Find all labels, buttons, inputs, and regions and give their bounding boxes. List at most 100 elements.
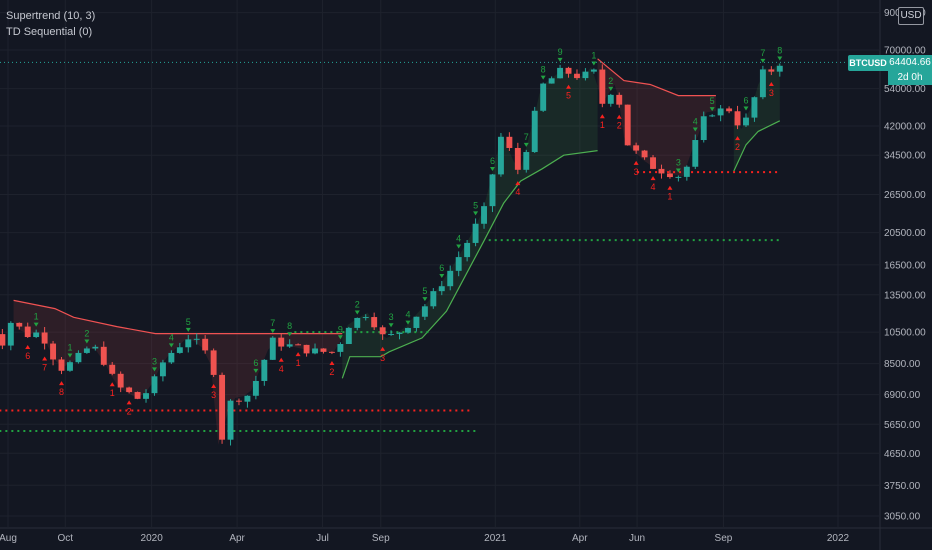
price-tick-label: 3050.00: [884, 512, 921, 523]
candle-bull: [776, 65, 783, 72]
candle-bear: [109, 364, 116, 374]
candle-bull: [67, 362, 73, 371]
time-tick-label: Aug: [0, 533, 17, 544]
td-arrow-down-icon: [608, 86, 614, 91]
td-arrow-down-icon: [709, 107, 715, 112]
td-count-up: 3: [389, 312, 394, 322]
td-arrow-up-icon: [278, 357, 284, 362]
candle-bull: [540, 83, 547, 111]
price-tick-label: 54000.00: [884, 84, 926, 95]
candle-bull: [261, 359, 268, 381]
candle-bear: [379, 327, 386, 335]
candle-bear: [134, 392, 141, 399]
legend-supertrend[interactable]: Supertrend (10, 3): [6, 10, 96, 22]
td-arrow-down-icon: [523, 142, 529, 147]
td-count-up: 5: [710, 96, 715, 106]
candle-bear: [278, 337, 285, 347]
td-arrow-up-icon: [109, 382, 115, 387]
timeframe-label: 2d 0h: [888, 71, 932, 85]
legend-td-sequential[interactable]: TD Sequential (0): [6, 26, 93, 38]
candle-bear: [624, 104, 631, 146]
td-count-down: 1: [600, 120, 605, 130]
price-tick-label: 20500.00: [884, 228, 926, 239]
candle-bull: [675, 176, 682, 178]
candle-bull: [92, 346, 99, 349]
td-arrow-up-icon: [599, 114, 605, 119]
candle-bull: [159, 362, 166, 377]
candle-bull: [447, 270, 454, 287]
td-arrow-down-icon: [185, 327, 191, 332]
candle-bear: [126, 387, 133, 393]
candle-bear: [24, 326, 31, 338]
td-count-up: 1: [67, 343, 72, 353]
candle-bull: [151, 376, 158, 394]
candle-bull: [683, 166, 690, 177]
price-tick-label: 6900.00: [884, 390, 921, 401]
td-count-up: 6: [490, 156, 495, 166]
td-count-up: 8: [541, 65, 546, 75]
td-arrow-down-icon: [743, 106, 749, 111]
currency-badge[interactable]: USD: [898, 7, 924, 25]
candle-bull: [312, 348, 318, 354]
candle-bear: [650, 157, 656, 169]
supertrend-up-line: [341, 150, 598, 379]
candle-bull: [345, 327, 352, 345]
candle-bull: [413, 316, 420, 328]
candle-bull: [709, 115, 716, 117]
td-arrow-down-icon: [67, 353, 73, 358]
candle-bull: [531, 110, 538, 153]
td-arrow-down-icon: [473, 211, 479, 216]
td-count-down: 6: [25, 351, 30, 361]
td-count-down: 8: [59, 387, 64, 397]
td-count-down: 3: [211, 390, 216, 400]
time-axis: Aug Oct 2020 Apr Jul Sep 2021 Apr Jun Sep 2022: [0, 533, 850, 544]
td-arrow-down-icon: [675, 168, 681, 173]
time-tick-label: 2022: [827, 533, 850, 544]
td-count-up: 3: [152, 356, 157, 366]
td-arrow-up-icon: [650, 176, 656, 181]
candle-bull: [759, 69, 766, 98]
td-count-up: 6: [743, 95, 748, 105]
td-arrow-up-icon: [380, 346, 386, 351]
candle-bull: [438, 286, 445, 292]
td-arrow-down-icon: [168, 343, 174, 348]
td-count-up: 2: [608, 76, 613, 86]
td-count-down: 4: [651, 182, 656, 192]
td-arrow-down-icon: [337, 335, 343, 340]
candle-bear: [100, 346, 107, 365]
td-arrow-down-icon: [253, 368, 259, 373]
td-count-up: 4: [405, 310, 410, 320]
candle-bear: [0, 334, 6, 346]
td-arrow-down-icon: [33, 322, 39, 327]
price-tick-label: 16500.00: [884, 260, 926, 271]
candle-bull: [692, 140, 699, 167]
candle-bull: [75, 352, 82, 363]
candle-bear: [726, 108, 733, 112]
td-arrow-down-icon: [692, 127, 698, 132]
candle-bear: [202, 338, 209, 351]
price-tick-label: 42000.00: [884, 121, 926, 132]
td-count-down: 3: [769, 88, 774, 98]
td-count-up: 6: [439, 263, 444, 273]
td-arrow-up-icon: [42, 356, 48, 361]
td-arrow-up-icon: [667, 185, 673, 190]
price-tick-label: 34500.00: [884, 151, 926, 162]
td-arrow-down-icon: [84, 339, 90, 344]
candle-bull: [607, 94, 614, 104]
symbol-tag: BTCUSD: [848, 55, 888, 71]
td-arrow-down-icon: [777, 56, 783, 61]
candle-bull: [244, 395, 251, 402]
indicator-legend: Supertrend (10, 3) TD Sequential (0): [6, 8, 95, 40]
candle-bull: [717, 108, 724, 116]
candle-bull: [168, 352, 175, 363]
price-tick-label: 70000.00: [884, 46, 926, 57]
td-arrow-up-icon: [126, 400, 132, 405]
candle-bull: [362, 317, 369, 319]
candle-bull: [252, 380, 259, 396]
candle-bear: [574, 73, 580, 79]
td-arrow-down-icon: [388, 323, 394, 328]
candle-bull: [472, 223, 479, 243]
candle-bull: [354, 317, 361, 328]
price-tick-label: 5650.00: [884, 420, 921, 431]
